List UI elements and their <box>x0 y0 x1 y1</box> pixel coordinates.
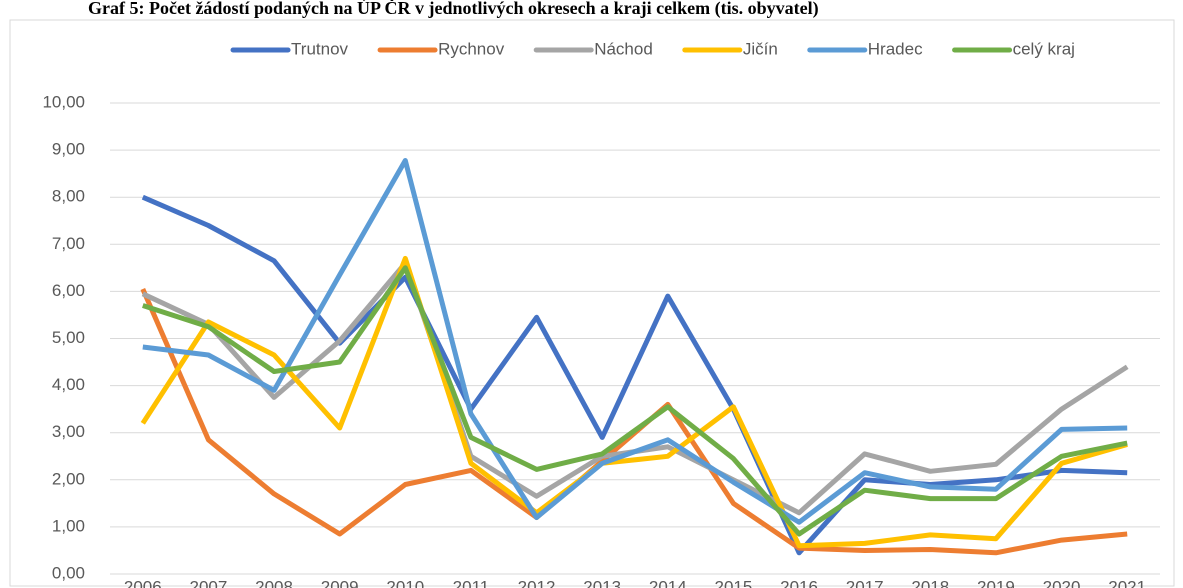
legend-label: Jičín <box>743 39 778 58</box>
legend-item: Trutnov <box>230 39 349 58</box>
legend-label: Trutnov <box>291 39 349 58</box>
series-line <box>141 194 1128 556</box>
legend-label: Náchod <box>594 39 653 58</box>
legend-item: celý kraj <box>952 39 1075 58</box>
series-line <box>142 265 1128 537</box>
x-tick-label: 2019 <box>977 577 1015 588</box>
x-tick-label: 2018 <box>911 577 949 588</box>
y-tick-label: 5,00 <box>52 328 85 347</box>
legend-item: Rychnov <box>377 39 505 58</box>
x-tick-label: 2009 <box>321 577 359 588</box>
x-tick-label: 2008 <box>255 577 293 588</box>
y-tick-label: 10,00 <box>42 92 85 111</box>
x-tick-label: 2016 <box>780 577 818 588</box>
series-line <box>140 255 1128 549</box>
legend-item: Jičín <box>682 39 778 58</box>
y-tick-label: 7,00 <box>52 234 85 253</box>
y-tick-label: 6,00 <box>52 281 85 300</box>
x-tick-label: 2013 <box>583 577 621 588</box>
x-tick-label: 2011 <box>453 577 490 588</box>
y-tick-label: 1,00 <box>52 516 85 535</box>
y-tick-label: 4,00 <box>52 375 85 394</box>
x-tick-label: 2017 <box>846 577 884 588</box>
chart-title: Graf 5: Počet žádostí podaných na ÚP ČR … <box>88 0 819 19</box>
x-tick-label: 2021 <box>1108 577 1146 588</box>
legend-label: celý kraj <box>1013 39 1075 58</box>
x-tick-label: 2014 <box>649 577 687 588</box>
y-tick-label: 3,00 <box>52 422 85 441</box>
legend-item: Hradec <box>807 39 923 58</box>
series-line <box>142 158 1128 525</box>
x-tick-label: 2006 <box>124 577 162 588</box>
x-tick-label: 2007 <box>190 577 228 588</box>
x-tick-label: 2020 <box>1043 577 1081 588</box>
x-tick-label: 2015 <box>715 577 753 588</box>
legend-label: Rychnov <box>438 39 505 58</box>
y-tick-label: 8,00 <box>52 187 85 206</box>
x-tick-label: 2012 <box>518 577 556 588</box>
legend-label: Hradec <box>868 39 923 58</box>
chart-frame <box>9 19 1175 587</box>
y-tick-label: 9,00 <box>52 140 85 159</box>
y-tick-label: 0,00 <box>52 563 85 582</box>
legend-item: Náchod <box>533 39 653 58</box>
x-tick-label: 2010 <box>386 577 424 588</box>
y-tick-label: 2,00 <box>52 469 85 488</box>
